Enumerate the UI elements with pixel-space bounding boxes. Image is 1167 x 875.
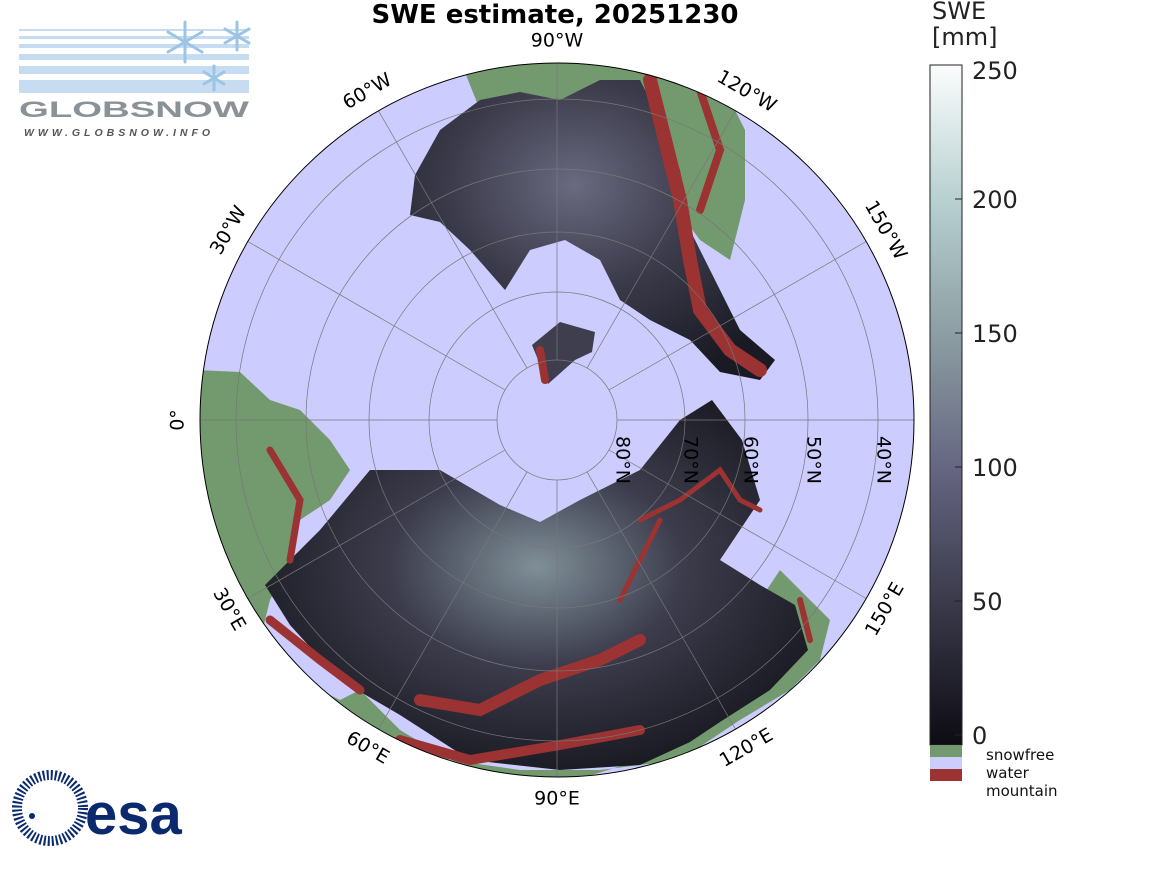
meridian [608,449,867,599]
globsnow-url: WWW.GLOBSNOW.INFO [24,127,214,139]
colorbar: SWE [mm] 0 50 100 150 200 250 snowfreewatermo… [929,0,1058,800]
longitude-label: 0° [167,409,189,431]
colorbar-tick-label: 100 [972,454,1018,482]
map-title: SWE estimate, 20251230 [371,0,739,30]
meridian [608,241,867,391]
latitude-label: 70°N [680,436,702,484]
mountain-areas [265,73,813,766]
latitude-labels: 80°N 70°N 60°N 50°N 40°N [612,436,895,484]
graticule [200,63,914,777]
globsnow-logo: GLOBSNOW WWW.GLOBSNOW.INFO [19,20,251,139]
meridian [247,241,506,391]
polar-map [200,63,914,777]
longitude-label: 90°E [534,788,580,810]
legend-label-mountain: mountain [986,782,1058,800]
legend-label-water: water [986,764,1030,782]
colorbar-title-2: [mm] [932,23,997,51]
longitude-label: 90°W [531,30,584,52]
map-frame [199,62,915,778]
latitude-label: 50°N [803,436,825,484]
snow-eurasia [265,400,808,770]
colorbar-tick-label: 150 [972,320,1018,348]
snowfree-europe [200,370,830,777]
meridian [247,449,506,599]
legend-swatch-snowfree [930,745,962,757]
legend-label-snowfree: snowfree [986,746,1054,764]
colorbar-tick-label: 250 [972,57,1018,85]
colorbar-tick-label: 200 [972,186,1018,214]
latitude-label: 80°N [612,436,634,484]
legend-swatch-water [930,757,962,769]
colorbar-title-1: SWE [932,0,986,25]
colorbar-tick-label: 50 [972,588,1003,616]
colorbar-bar [929,64,963,746]
colorbar-ticks: 0 50 100 150 200 250 [955,57,1018,750]
latitude-label: 60°N [740,436,762,484]
meridian [586,471,736,730]
colorbar-tick-label: 0 [972,722,987,750]
snow-greenland [532,322,595,384]
legend-swatch-mountain [930,769,962,781]
snowflake-icon [166,20,251,92]
esa-wordmark: esa [85,782,183,847]
meridian [378,471,528,730]
globsnow-wordmark: GLOBSNOW [19,97,249,122]
esa-logo: esa [12,770,183,847]
meridian [586,110,736,369]
meridian [378,110,528,369]
latitude-label: 40°N [873,436,895,484]
snow-north-america [410,80,775,380]
